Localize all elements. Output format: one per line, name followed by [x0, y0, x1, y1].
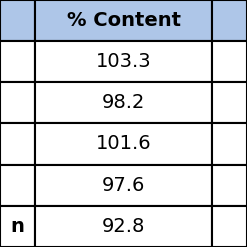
Bar: [35, 165, 212, 206]
Bar: [212, 123, 247, 165]
Bar: [0, 0, 35, 41]
Bar: [212, 0, 247, 41]
Text: n: n: [10, 217, 24, 236]
Text: 92.8: 92.8: [102, 217, 145, 236]
Text: 97.6: 97.6: [102, 176, 145, 195]
Bar: [212, 165, 247, 206]
Bar: [0, 165, 35, 206]
Text: 101.6: 101.6: [96, 134, 151, 153]
Bar: [0, 123, 35, 165]
Bar: [35, 123, 212, 165]
Text: 103.3: 103.3: [96, 52, 151, 71]
Bar: [35, 41, 212, 82]
Bar: [0, 82, 35, 123]
Text: % Content: % Content: [66, 11, 181, 30]
Bar: [0, 41, 35, 82]
Bar: [212, 82, 247, 123]
Bar: [0, 206, 35, 247]
Text: 98.2: 98.2: [102, 93, 145, 112]
Bar: [35, 0, 212, 41]
Bar: [35, 82, 212, 123]
Bar: [212, 206, 247, 247]
Bar: [212, 41, 247, 82]
Bar: [35, 206, 212, 247]
